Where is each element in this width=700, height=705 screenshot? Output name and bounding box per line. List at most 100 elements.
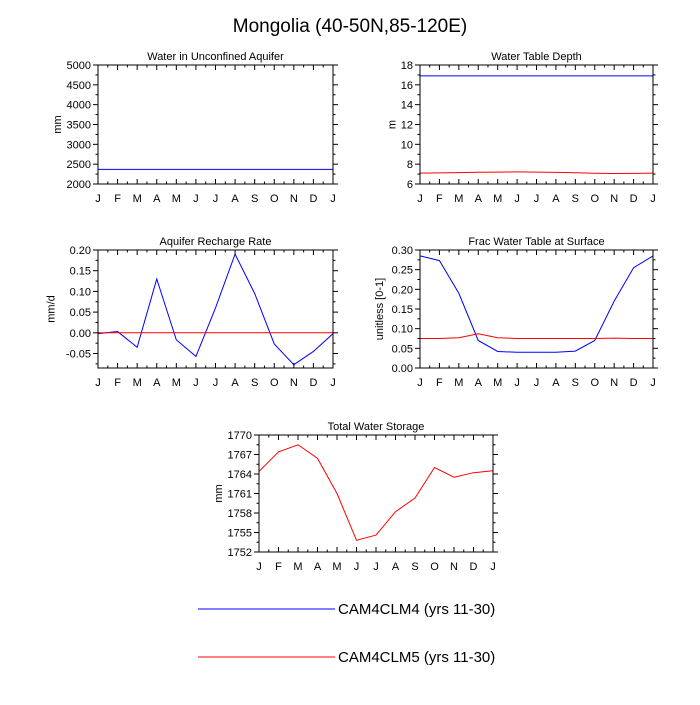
- x-tick-label: J: [417, 193, 423, 205]
- y-axis-label: mm/d: [46, 295, 58, 323]
- x-tick-label: S: [572, 377, 579, 389]
- x-tick-label: M: [172, 377, 181, 389]
- x-tick-label: F: [436, 193, 443, 205]
- x-tick-label: M: [454, 377, 463, 389]
- x-tick-label: O: [590, 377, 599, 389]
- series-line-cam4clm4: [420, 255, 653, 353]
- x-tick-label: A: [475, 377, 483, 389]
- y-tick-label: 10: [401, 139, 413, 151]
- x-tick-label: S: [251, 377, 258, 389]
- x-tick-label: M: [493, 193, 502, 205]
- y-tick-label: 6: [407, 179, 413, 191]
- y-tick-label: 0.10: [70, 286, 91, 298]
- x-tick-label: A: [552, 377, 560, 389]
- chart-title: Aquifer Recharge Rate: [160, 236, 272, 248]
- x-tick-label: J: [330, 377, 336, 389]
- x-tick-label: D: [630, 377, 638, 389]
- y-tick-label: 0.15: [70, 266, 91, 278]
- y-tick-label: 3500: [67, 120, 91, 132]
- chart-title: Water Table Depth: [491, 51, 582, 63]
- y-tick-label: 0.20: [70, 245, 91, 257]
- plot-frame: [419, 249, 654, 369]
- y-tick-label: 0.00: [392, 363, 413, 375]
- x-tick-label: N: [450, 561, 458, 573]
- x-tick-label: M: [454, 193, 463, 205]
- x-tick-label: J: [95, 193, 101, 205]
- y-tick-label: 8: [407, 159, 413, 171]
- x-tick-label: J: [193, 193, 199, 205]
- x-tick-label: A: [153, 377, 161, 389]
- y-tick-label: 0.05: [70, 307, 91, 319]
- y-tick-label: 14: [401, 100, 413, 112]
- x-tick-label: M: [133, 193, 142, 205]
- series-line-cam4clm5: [420, 333, 653, 339]
- x-tick-label: A: [314, 561, 322, 573]
- y-tick-label: 1767: [228, 450, 252, 462]
- y-tick-label: 1758: [228, 508, 252, 520]
- y-axis-label: unitless [0-1]: [374, 278, 386, 340]
- y-tick-label: 1755: [228, 528, 252, 540]
- x-tick-label: A: [153, 193, 161, 205]
- series-line-cam4clm5: [259, 444, 493, 541]
- x-tick-label: J: [534, 377, 540, 389]
- x-tick-label: A: [475, 193, 483, 205]
- x-tick-label: D: [630, 193, 638, 205]
- y-tick-label: 0.30: [392, 245, 413, 257]
- x-tick-label: F: [114, 377, 121, 389]
- x-tick-label: D: [309, 193, 317, 205]
- series-line-cam4clm4: [98, 252, 333, 366]
- x-tick-label: J: [354, 561, 360, 573]
- x-tick-label: J: [193, 377, 199, 389]
- y-tick-label: 0.25: [392, 265, 413, 277]
- x-tick-label: M: [332, 561, 341, 573]
- y-tick-label: 2500: [67, 159, 91, 171]
- x-tick-label: J: [534, 193, 540, 205]
- x-tick-label: J: [373, 561, 379, 573]
- x-tick-label: J: [417, 377, 423, 389]
- y-tick-label: -0.05: [66, 349, 91, 361]
- y-tick-label: 18: [401, 60, 413, 72]
- x-tick-label: J: [650, 377, 656, 389]
- chart-title: Water in Unconfined Aquifer: [147, 51, 284, 63]
- x-tick-label: O: [270, 377, 279, 389]
- y-tick-label: 12: [401, 120, 413, 132]
- x-tick-label: J: [490, 561, 496, 573]
- chart-title: Frac Water Table at Surface: [468, 236, 604, 248]
- x-tick-label: J: [213, 377, 219, 389]
- y-tick-label: 0.15: [392, 304, 413, 316]
- y-tick-label: 0.10: [392, 324, 413, 336]
- x-tick-label: N: [290, 377, 298, 389]
- plot-frame: [97, 64, 334, 185]
- x-tick-label: S: [572, 193, 579, 205]
- x-tick-label: J: [256, 561, 262, 573]
- x-tick-label: J: [650, 193, 656, 205]
- x-tick-label: D: [309, 377, 317, 389]
- x-tick-label: J: [213, 193, 219, 205]
- series-line-cam4clm5: [420, 171, 653, 174]
- x-tick-label: A: [552, 193, 560, 205]
- y-tick-label: 0.20: [392, 284, 413, 296]
- x-tick-label: A: [392, 561, 400, 573]
- x-tick-label: O: [430, 561, 439, 573]
- y-tick-label: 1761: [228, 489, 252, 501]
- chart-title: Total Water Storage: [328, 421, 425, 433]
- x-tick-label: F: [114, 193, 121, 205]
- x-tick-label: A: [231, 377, 239, 389]
- x-tick-label: F: [436, 377, 443, 389]
- x-tick-label: S: [251, 193, 258, 205]
- y-tick-label: 3000: [67, 139, 91, 151]
- y-tick-label: 5000: [67, 60, 91, 72]
- x-tick-label: M: [172, 193, 181, 205]
- x-tick-label: J: [330, 193, 336, 205]
- x-tick-label: J: [514, 377, 520, 389]
- x-tick-label: D: [470, 561, 478, 573]
- x-tick-label: N: [610, 193, 618, 205]
- y-axis-label: mm: [52, 115, 64, 133]
- y-tick-label: 1770: [228, 430, 252, 442]
